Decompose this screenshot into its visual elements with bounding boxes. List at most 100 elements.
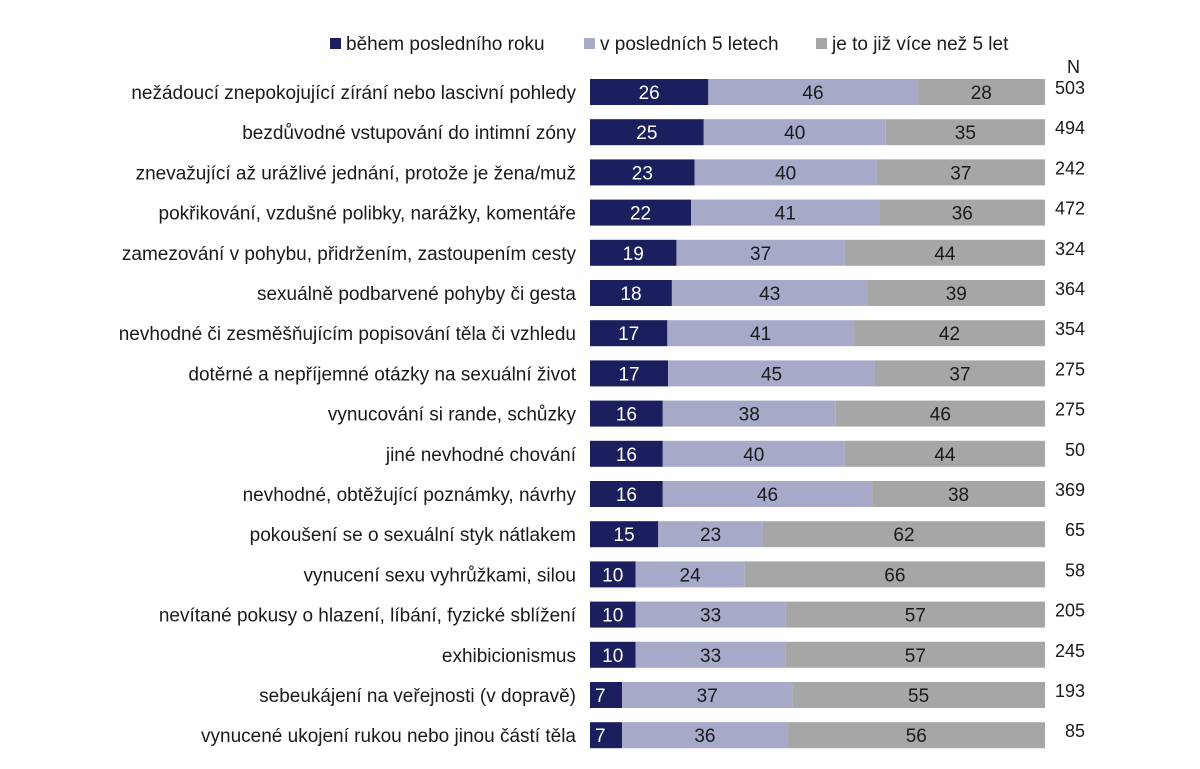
data-label: 44 — [934, 244, 956, 265]
bar-segment — [691, 199, 880, 226]
data-label: 18 — [620, 284, 641, 305]
data-label: 37 — [949, 364, 970, 385]
data-label: 46 — [930, 405, 951, 426]
category-label: nevhodné či zesměšňujícím popisování těl… — [119, 324, 576, 345]
data-label: 56 — [906, 726, 927, 747]
n-value: 50 — [1065, 440, 1085, 460]
n-value: 369 — [1055, 480, 1085, 500]
data-label: 28 — [971, 83, 992, 104]
data-label: 66 — [884, 565, 905, 586]
data-label: 38 — [739, 405, 760, 426]
data-label: 15 — [614, 525, 635, 546]
data-label: 57 — [905, 606, 926, 627]
n-value: 354 — [1055, 319, 1085, 339]
data-label: 40 — [775, 163, 796, 184]
data-label: 10 — [602, 606, 623, 627]
data-label: 55 — [908, 686, 929, 707]
n-value: 85 — [1065, 721, 1085, 741]
n-value: 275 — [1055, 359, 1085, 379]
bar-segment — [792, 682, 1045, 708]
data-label: 40 — [743, 445, 764, 466]
n-header: N — [1067, 57, 1080, 77]
bar-segment — [667, 320, 854, 347]
data-label: 22 — [630, 204, 651, 225]
bar-segment — [590, 682, 623, 708]
bar-segment — [662, 400, 836, 427]
bar-segment — [590, 722, 623, 749]
bar-segment — [874, 360, 1045, 387]
data-label: 46 — [757, 485, 778, 506]
category-label: exhibicionismus — [442, 646, 576, 667]
bar-segment — [744, 561, 1045, 588]
category-label: nežádoucí znepokojující zírání nebo lasc… — [131, 83, 576, 104]
n-value: 58 — [1065, 560, 1085, 580]
legend-label: v posledních 5 letech — [600, 34, 779, 55]
category-label: pokřikování, vzdušné polibky, narážky, k… — [159, 204, 577, 225]
data-label: 57 — [905, 646, 926, 667]
bar-segment — [590, 641, 636, 668]
legend-swatch — [330, 38, 341, 49]
data-label: 16 — [616, 445, 637, 466]
bar-segment — [787, 722, 1045, 749]
data-label: 23 — [632, 163, 653, 184]
bar-segment — [785, 601, 1045, 628]
data-label: 26 — [639, 83, 660, 104]
bar-segment — [590, 320, 668, 347]
bar-segment — [867, 280, 1045, 306]
n-value: 472 — [1055, 199, 1085, 219]
bar-segment — [590, 360, 669, 387]
bar-segment — [590, 601, 636, 628]
n-value: 205 — [1055, 601, 1085, 621]
bar-segment — [879, 199, 1045, 226]
category-label: dotěrné a nepříjemné otázky na sexuální … — [188, 364, 576, 385]
bar-segment — [917, 79, 1045, 105]
n-value: 193 — [1055, 681, 1085, 701]
bar-segment — [662, 440, 845, 467]
category-label: nevhodné, obtěžující poznámky, návrhy — [243, 485, 577, 506]
bar-segment — [658, 521, 763, 548]
data-label: 36 — [952, 204, 973, 225]
data-label: 37 — [750, 244, 771, 265]
data-label: 43 — [759, 284, 780, 305]
category-label: jiné nevhodné chování — [385, 445, 577, 466]
category-label: vynucení sexu vyhrůžkami, silou — [304, 565, 576, 586]
bar-segment — [708, 79, 918, 105]
bar-segment — [876, 159, 1045, 186]
n-value: 245 — [1055, 641, 1085, 661]
data-label: 45 — [761, 364, 782, 385]
category-label: sexuálně podbarvené pohyby či gesta — [257, 284, 576, 305]
n-value: 275 — [1055, 400, 1085, 420]
n-value: 494 — [1055, 118, 1085, 138]
bar-segment — [635, 601, 786, 628]
category-label: znevažující až urážlivé jednání, protože… — [136, 163, 576, 184]
category-label: bezdůvodné vstupování do intimní zóny — [242, 123, 576, 144]
legend-label: je to již více než 5 let — [831, 34, 1009, 55]
bar-segment — [853, 320, 1045, 347]
category-label: nevítané pokusy o hlazení, líbání, fyzic… — [159, 606, 577, 627]
data-label: 17 — [618, 364, 639, 385]
category-label: zamezování v pohybu, přidržením, zastoup… — [122, 244, 577, 265]
bar-segment — [590, 440, 663, 467]
data-label: 7 — [595, 726, 606, 747]
bar-segment — [622, 722, 788, 749]
bar-segment — [590, 561, 636, 588]
bar-segment — [662, 481, 873, 507]
data-label: 10 — [602, 565, 623, 586]
data-label: 38 — [948, 485, 969, 506]
legend-swatch — [584, 38, 595, 49]
bar-segment — [590, 239, 677, 266]
data-label: 10 — [602, 646, 623, 667]
bar-segment — [668, 360, 875, 387]
bar-segment — [590, 400, 663, 427]
data-label: 62 — [893, 525, 914, 546]
n-value: 503 — [1055, 78, 1085, 98]
data-label: 25 — [636, 123, 657, 144]
data-label: 39 — [946, 284, 967, 305]
data-label: 42 — [939, 324, 960, 345]
bar-segment — [885, 119, 1045, 146]
category-label: sebeukájení na veřejnosti (v dopravě) — [259, 686, 576, 707]
n-value: 65 — [1065, 520, 1085, 540]
legend-swatch — [816, 38, 827, 49]
data-label: 16 — [616, 485, 637, 506]
